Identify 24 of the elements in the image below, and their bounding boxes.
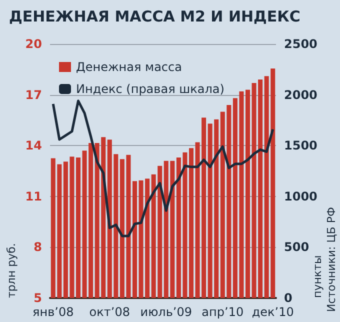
y2-tick-label: 500 xyxy=(284,240,310,254)
y2-tick-label: 2000 xyxy=(284,88,318,102)
y-axis-title: трлн руб. xyxy=(5,243,18,298)
legend-label: Индекс (правая шкала) xyxy=(76,82,224,96)
chart-title: ДЕНЕЖНАЯ МАССА М2 И ИНДЕКС xyxy=(9,8,300,26)
legend-label: Денежная масса xyxy=(76,60,182,74)
y-tick-label: 17 xyxy=(25,88,42,102)
line-series xyxy=(52,100,274,238)
y-tick-label: 20 xyxy=(25,37,42,51)
x-tick-label: июль’09 xyxy=(140,305,192,319)
x-tick-label: апр’10 xyxy=(202,305,244,319)
x-tick-label: янв’08 xyxy=(32,305,74,319)
y2-tick-label: 1500 xyxy=(284,138,318,153)
y2-axis-title: пункты xyxy=(311,255,324,298)
x-tick-label: окт’08 xyxy=(89,305,130,319)
y-tick-label: 14 xyxy=(25,138,42,153)
y2-tick-label: 1000 xyxy=(284,189,318,204)
y-tick-label: 11 xyxy=(25,189,42,204)
text: Источники: ЦБ РФ xyxy=(325,207,338,312)
x-tick-label: дек’10 xyxy=(252,305,294,319)
y-tick-label: 5 xyxy=(34,291,42,305)
y2-tick-label: 0 xyxy=(284,291,292,305)
y-tick-label: 8 xyxy=(34,240,42,254)
y2-tick-label: 2500 xyxy=(284,37,318,51)
